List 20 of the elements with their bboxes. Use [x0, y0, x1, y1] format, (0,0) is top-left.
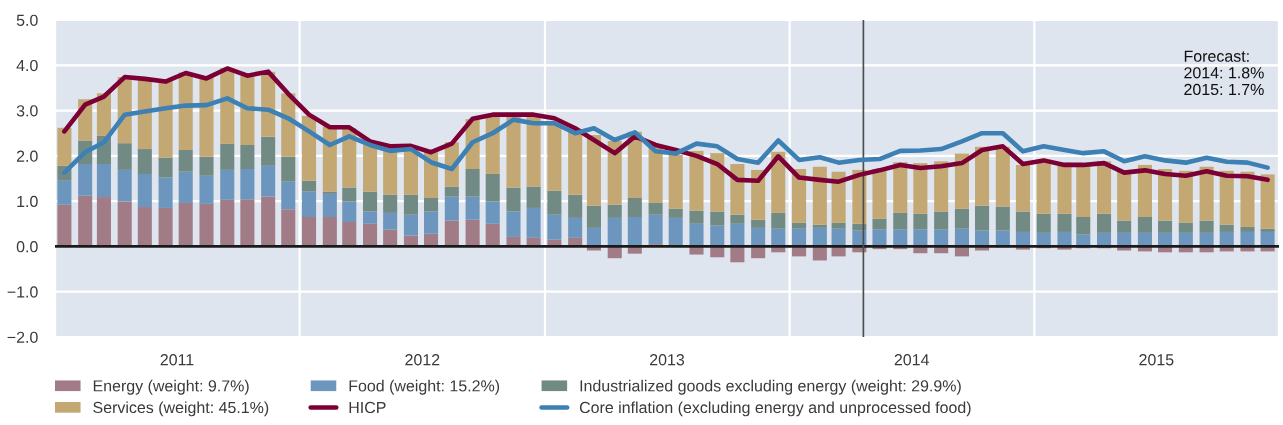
y-tick-label: 1.0 [17, 195, 38, 208]
x-tick-label: 2014 [894, 354, 929, 366]
legend-label: HICP [349, 401, 386, 414]
y-tick-label: 4.0 [16, 59, 38, 72]
y-tick-label: 0.0 [16, 241, 38, 253]
x-tick-label: 2015 [1139, 354, 1174, 366]
x-tick-label: 2013 [650, 354, 685, 366]
annotation: Forecast: 2014: 1.8% 2015: 1.7% [1184, 50, 1264, 96]
y-tick-label: 3.0 [16, 105, 38, 117]
legend-label: Core inflation (excluding energy and unprocessed food) [579, 401, 971, 417]
legend-label: Services (weight: 45.1%) [93, 401, 269, 417]
legend-label: Energy (weight: 9.7%) [93, 379, 249, 395]
x-tick-label: 2011 [160, 354, 194, 366]
legend-label: Industrialized goods excluding energy (weight: 29.9%) [580, 379, 961, 395]
legend-label: Food (weight: 15.2%) [349, 379, 500, 395]
y-tick-label: −2.0 [7, 331, 38, 343]
y-tick-label: 5.0 [16, 14, 38, 26]
y-tick-label: 2.0 [16, 150, 38, 162]
x-tick-label: 2012 [405, 354, 440, 366]
y-tick-label: −1.0 [7, 286, 38, 298]
